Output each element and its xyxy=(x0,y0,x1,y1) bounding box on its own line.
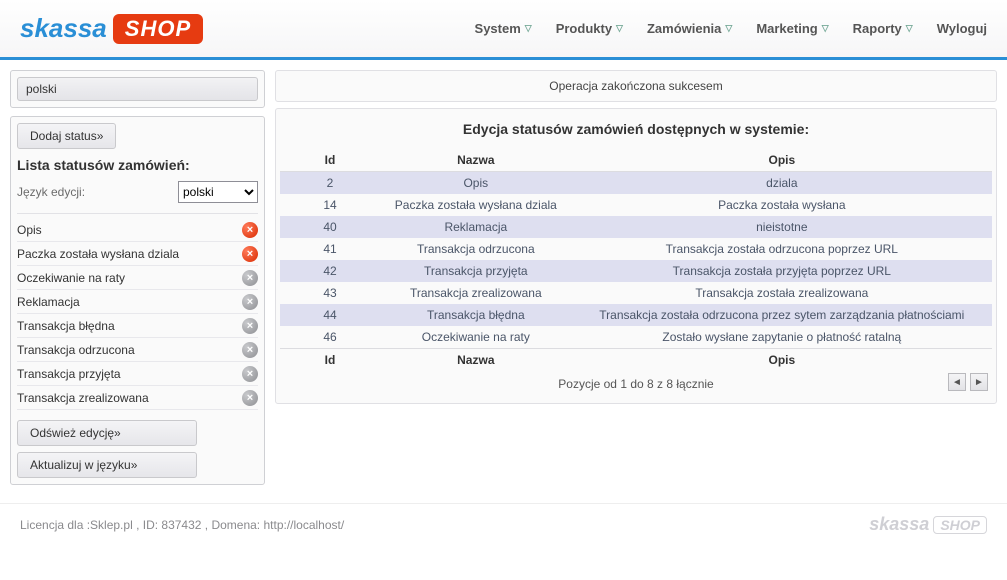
logo: skassa SHOP xyxy=(20,13,203,44)
delete-icon[interactable]: × xyxy=(242,366,258,382)
edit-language-select[interactable]: polski xyxy=(178,181,258,203)
table-row[interactable]: 2Opisdziala xyxy=(280,172,992,195)
nav-raporty[interactable]: Raporty▽ xyxy=(853,21,913,36)
sidebar: polski Dodaj status» Lista statusów zamó… xyxy=(10,70,265,493)
table-row[interactable]: 14Paczka została wysłana dzialaPaczka zo… xyxy=(280,194,992,216)
status-list-item[interactable]: Transakcja odrzucona × xyxy=(17,338,258,362)
table-row[interactable]: 40Reklamacjanieistotne xyxy=(280,216,992,238)
status-list-title: Lista statusów zamówień: xyxy=(17,157,258,173)
status-list-item[interactable]: Reklamacja × xyxy=(17,290,258,314)
cell-desc: Transakcja została przyjęta poprzez URL xyxy=(572,260,992,282)
status-list-item-label: Opis xyxy=(17,223,42,237)
status-list: Opis×Paczka została wysłana dziala×Oczek… xyxy=(17,218,258,410)
delete-icon[interactable]: × xyxy=(242,246,258,262)
pager-prev-button[interactable]: ◄ xyxy=(948,373,966,391)
status-list-item[interactable]: Transakcja błędna × xyxy=(17,314,258,338)
refresh-edit-button[interactable]: Odśwież edycję» xyxy=(17,420,197,446)
cell-desc: nieistotne xyxy=(572,216,992,238)
cell-id: 41 xyxy=(280,238,380,260)
license-text: Licencja dla :Sklep.pl , ID: 837432 , Do… xyxy=(20,518,344,532)
status-list-item[interactable]: Transakcja zrealizowana × xyxy=(17,386,258,410)
cell-name: Reklamacja xyxy=(380,216,572,238)
main-content: Operacja zakończona sukcesem Edycja stat… xyxy=(275,70,997,493)
status-list-item-label: Oczekiwanie na raty xyxy=(17,271,125,285)
chevron-down-icon: ▽ xyxy=(616,23,623,34)
table-row[interactable]: 42Transakcja przyjętaTransakcja została … xyxy=(280,260,992,282)
nav-wyloguj[interactable]: Wyloguj xyxy=(937,21,987,36)
cell-name: Paczka została wysłana dziala xyxy=(380,194,572,216)
col-name-foot: Nazwa xyxy=(380,349,572,372)
chevron-down-icon: ▽ xyxy=(525,23,532,34)
cell-name: Transakcja przyjęta xyxy=(380,260,572,282)
cell-name: Opis xyxy=(380,172,572,195)
cell-id: 44 xyxy=(280,304,380,326)
logo-text-1: skassa xyxy=(20,13,107,44)
cell-id: 40 xyxy=(280,216,380,238)
cell-id: 43 xyxy=(280,282,380,304)
edit-language-label: Język edycji: xyxy=(17,185,85,199)
col-name: Nazwa xyxy=(380,149,572,172)
update-lang-button[interactable]: Aktualizuj w języku» xyxy=(17,452,197,478)
cell-id: 46 xyxy=(280,326,380,349)
language-indicator[interactable]: polski xyxy=(17,77,258,101)
cell-desc: dziala xyxy=(572,172,992,195)
nav-marketing[interactable]: Marketing▽ xyxy=(756,21,828,36)
pager-next-button[interactable]: ► xyxy=(970,373,988,391)
status-list-item[interactable]: Oczekiwanie na raty × xyxy=(17,266,258,290)
delete-icon[interactable]: × xyxy=(242,270,258,286)
status-table-panel: Edycja statusów zamówień dostępnych w sy… xyxy=(275,108,997,404)
status-list-item-label: Transakcja zrealizowana xyxy=(17,391,149,405)
status-list-item-label: Reklamacja xyxy=(17,295,80,309)
nav-zamowienia[interactable]: Zamówienia▽ xyxy=(647,21,732,36)
add-status-button[interactable]: Dodaj status» xyxy=(17,123,116,149)
col-id: Id xyxy=(280,149,380,172)
cell-id: 42 xyxy=(280,260,380,282)
chevron-down-icon: ▽ xyxy=(906,23,913,34)
col-id-foot: Id xyxy=(280,349,380,372)
table-row[interactable]: 43Transakcja zrealizowanaTransakcja zost… xyxy=(280,282,992,304)
cell-name: Transakcja zrealizowana xyxy=(380,282,572,304)
cell-id: 2 xyxy=(280,172,380,195)
table-row[interactable]: 41Transakcja odrzuconaTransakcja została… xyxy=(280,238,992,260)
cell-id: 14 xyxy=(280,194,380,216)
cell-desc: Transakcja została odrzucona poprzez URL xyxy=(572,238,992,260)
delete-icon[interactable]: × xyxy=(242,318,258,334)
status-list-item[interactable]: Transakcja przyjęta × xyxy=(17,362,258,386)
cell-desc: Paczka została wysłana xyxy=(572,194,992,216)
status-list-item-label: Transakcja przyjęta xyxy=(17,367,121,381)
cell-desc: Transakcja została zrealizowana xyxy=(572,282,992,304)
panel-title: Edycja statusów zamówień dostępnych w sy… xyxy=(280,115,992,149)
delete-icon[interactable]: × xyxy=(242,390,258,406)
footer-logo: skassa SHOP xyxy=(869,514,987,535)
nav-produkty[interactable]: Produkty▽ xyxy=(556,21,623,36)
delete-icon[interactable]: × xyxy=(242,222,258,238)
pager-summary: Pozycje od 1 do 8 z 8 łącznie xyxy=(284,377,988,391)
col-desc-foot: Opis xyxy=(572,349,992,372)
chevron-down-icon: ▽ xyxy=(725,23,732,34)
chevron-down-icon: ▽ xyxy=(822,23,829,34)
cell-name: Oczekiwanie na raty xyxy=(380,326,572,349)
cell-desc: Transakcja została odrzucona przez sytem… xyxy=(572,304,992,326)
language-indicator-value: polski xyxy=(26,82,57,96)
main-nav: System▽ Produkty▽ Zamówienia▽ Marketing▽… xyxy=(475,21,987,36)
header: skassa SHOP System▽ Produkty▽ Zamówienia… xyxy=(0,0,1007,60)
footer: Licencja dla :Sklep.pl , ID: 837432 , Do… xyxy=(0,503,1007,555)
table-row[interactable]: 44Transakcja błędnaTransakcja została od… xyxy=(280,304,992,326)
status-list-item[interactable]: Opis × xyxy=(17,218,258,242)
delete-icon[interactable]: × xyxy=(242,342,258,358)
nav-system[interactable]: System▽ xyxy=(475,21,532,36)
logo-text-2: SHOP xyxy=(113,14,203,44)
status-list-item-label: Transakcja odrzucona xyxy=(17,343,135,357)
col-desc: Opis xyxy=(572,149,992,172)
status-table: Id Nazwa Opis 2Opisdziala14Paczka został… xyxy=(280,149,992,397)
status-list-item-label: Transakcja błędna xyxy=(17,319,115,333)
status-list-item-label: Paczka została wysłana dziala xyxy=(17,247,179,261)
cell-name: Transakcja błędna xyxy=(380,304,572,326)
cell-name: Transakcja odrzucona xyxy=(380,238,572,260)
flash-message: Operacja zakończona sukcesem xyxy=(275,70,997,102)
cell-desc: Zostało wysłane zapytanie o płatność rat… xyxy=(572,326,992,349)
status-list-item[interactable]: Paczka została wysłana dziala × xyxy=(17,242,258,266)
table-row[interactable]: 46Oczekiwanie na ratyZostało wysłane zap… xyxy=(280,326,992,349)
delete-icon[interactable]: × xyxy=(242,294,258,310)
